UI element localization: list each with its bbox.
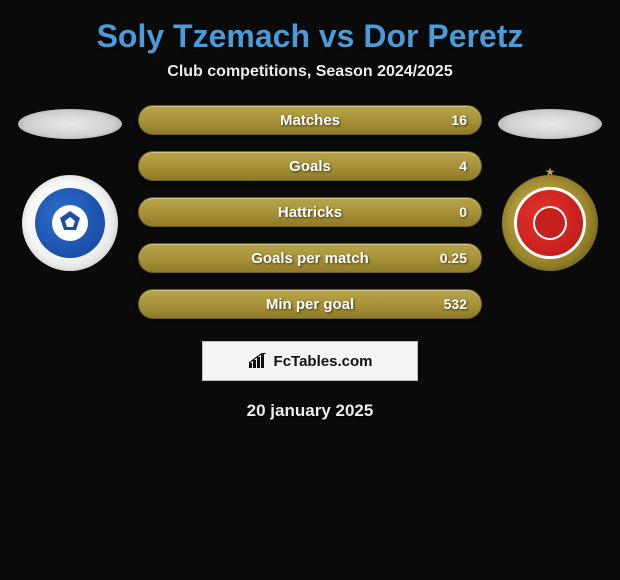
stat-value-right: 532 <box>444 296 467 312</box>
stat-row-hattricks: Hattricks 0 <box>138 197 482 227</box>
stat-row-goals-per-match: Goals per match 0.25 <box>138 243 482 273</box>
stat-value-right: 0 <box>459 204 467 220</box>
stats-column: Matches 16 Goals 4 Hattricks 0 Goals per… <box>130 105 490 319</box>
stat-label: Min per goal <box>266 296 354 313</box>
stat-value-right: 16 <box>451 112 467 128</box>
brand-text: FcTables.com <box>274 353 373 370</box>
bar-chart-icon <box>248 353 268 369</box>
club-crest-right: ★ <box>502 175 598 271</box>
brand-box: FcTables.com <box>202 341 418 381</box>
page-title: Soly Tzemach vs Dor Peretz <box>0 0 620 63</box>
stat-label: Hattricks <box>278 204 342 221</box>
soccer-ball-icon <box>35 188 105 258</box>
comparison-area: Matches 16 Goals 4 Hattricks 0 Goals per… <box>0 105 620 319</box>
stat-row-min-per-goal: Min per goal 532 <box>138 289 482 319</box>
stat-label: Matches <box>280 112 340 129</box>
subtitle: Club competitions, Season 2024/2025 <box>0 63 620 81</box>
stat-row-goals: Goals 4 <box>138 151 482 181</box>
stat-label: Goals per match <box>251 250 369 267</box>
player-left-silhouette <box>18 109 122 139</box>
star-icon: ★ <box>545 165 556 179</box>
player-right-column: ★ <box>490 105 610 271</box>
stat-label: Goals <box>289 158 331 175</box>
player-right-silhouette <box>498 109 602 139</box>
stat-value-right: 4 <box>459 158 467 174</box>
stat-row-matches: Matches 16 <box>138 105 482 135</box>
club-crest-left <box>22 175 118 271</box>
date-line: 20 january 2025 <box>0 401 620 421</box>
player-left-column <box>10 105 130 271</box>
club-crest-right-inner <box>514 187 586 259</box>
stat-value-right: 0.25 <box>440 250 467 266</box>
